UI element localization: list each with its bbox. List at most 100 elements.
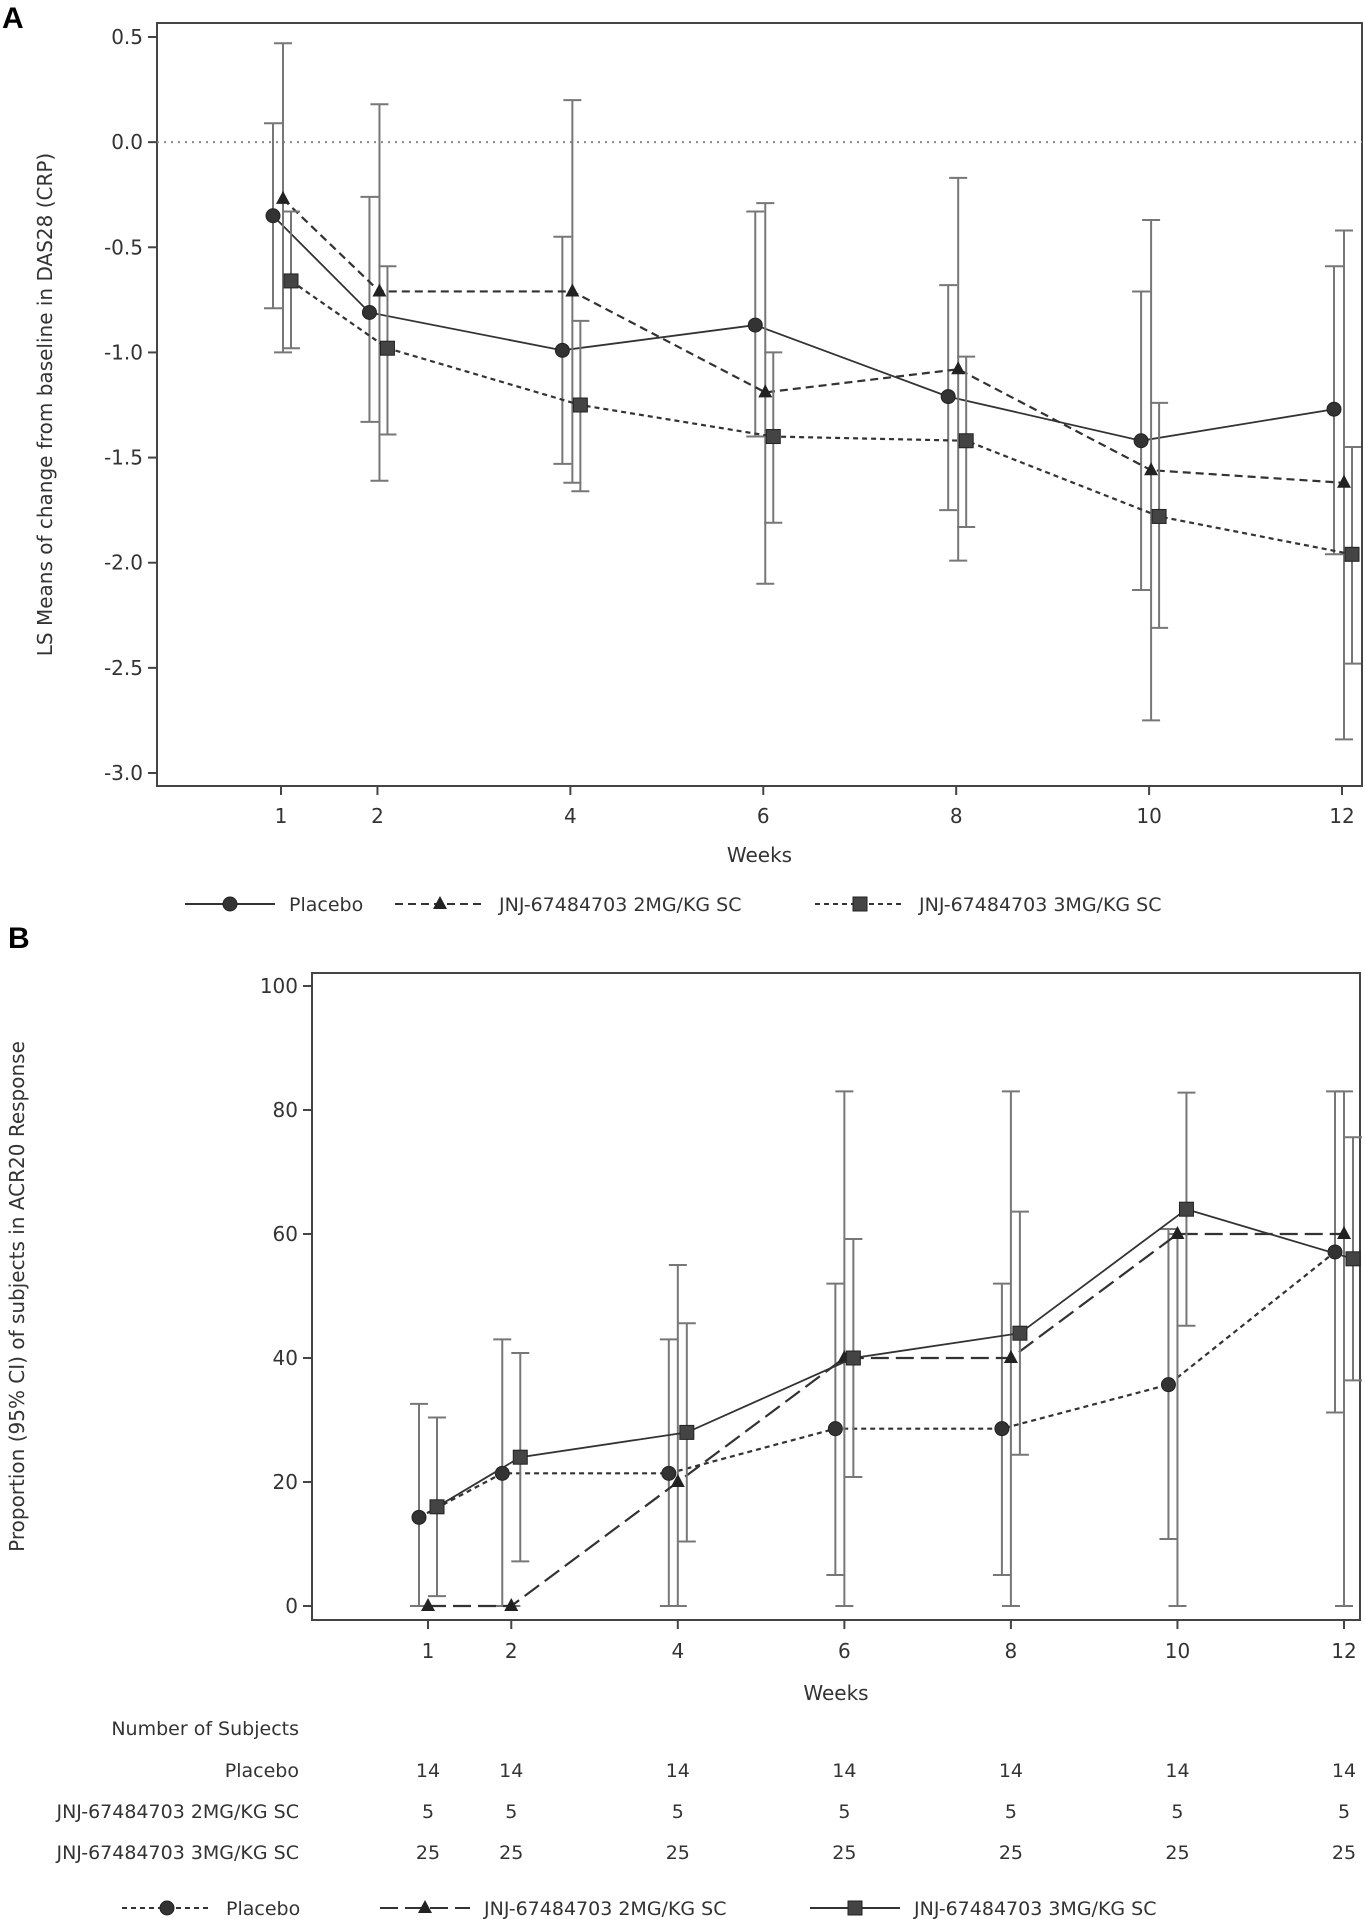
data-point <box>1003 1350 1018 1363</box>
legend: Placebo JNJ-67484703 2MG/KG SC JNJ-6748470… <box>122 1898 1157 1919</box>
data-point <box>265 208 281 224</box>
legend-marker-triangle <box>433 896 447 909</box>
data-point <box>670 1474 685 1487</box>
data-point <box>554 342 570 358</box>
data-point <box>1337 474 1351 488</box>
x-tick-label: 6 <box>838 1639 851 1663</box>
y-tick-label: 40 <box>273 1346 298 1370</box>
table-cell: 25 <box>1332 1842 1356 1864</box>
data-point <box>1345 1251 1361 1267</box>
y-tick-label: -0.5 <box>104 235 143 259</box>
y-tick-label: 20 <box>273 1470 298 1494</box>
subjects-table: Number of Subjects Placebo 14 14 14 14 14 14 14 J… <box>55 1718 1356 1864</box>
data-point <box>372 283 387 297</box>
data-point <box>994 1421 1010 1437</box>
data-point <box>361 304 377 320</box>
data-point <box>276 190 290 204</box>
legend-marker-circle <box>222 896 238 912</box>
table-cell: 14 <box>1165 1760 1189 1782</box>
legend-label: JNJ-67484703 2MG/KG SC <box>483 1898 727 1919</box>
y-tick-label: -1.5 <box>104 446 143 470</box>
series-line <box>418 1251 1336 1519</box>
series-square <box>428 1091 1362 1598</box>
data-point <box>429 1499 445 1515</box>
plot-frame <box>311 972 1361 1621</box>
table-cell: 14 <box>416 1760 440 1782</box>
y-tick-label: 0.5 <box>111 25 143 49</box>
data-point <box>379 340 395 356</box>
data-point <box>1178 1201 1194 1217</box>
data-point <box>1144 462 1159 476</box>
table-cell: 14 <box>499 1760 523 1782</box>
legend-label: Placebo <box>226 1898 300 1919</box>
x-tick-label: 2 <box>371 804 384 828</box>
table-cell: 25 <box>499 1842 523 1864</box>
x-tick-label: 8 <box>950 804 963 828</box>
data-point <box>679 1424 695 1440</box>
legend-marker-circle <box>159 1900 175 1916</box>
table-cell: 25 <box>999 1842 1023 1864</box>
table-cell: 25 <box>832 1842 856 1864</box>
data-point <box>827 1421 843 1437</box>
x-tick-label: 12 <box>1329 804 1354 828</box>
y-tick-label: 60 <box>273 1222 298 1246</box>
table-cell: 5 <box>505 1801 517 1823</box>
table-cell: 5 <box>672 1801 684 1823</box>
table-cell: 25 <box>1165 1842 1189 1864</box>
data-point <box>1160 1377 1176 1393</box>
y-tick-label: 0.0 <box>111 130 143 154</box>
legend-marker-square <box>852 896 868 912</box>
data-point <box>1170 1226 1185 1239</box>
legend-marker-triangle <box>418 1900 432 1913</box>
x-tick-label: 2 <box>505 1639 518 1663</box>
x-tick-label: 10 <box>1165 1639 1190 1663</box>
data-point <box>845 1350 861 1366</box>
x-axis-label: Weeks <box>803 1681 868 1705</box>
table-row-label: JNJ-67484703 3MG/KG SC <box>55 1842 299 1864</box>
table-cell: 14 <box>666 1760 690 1782</box>
x-tick-label: 4 <box>564 804 577 828</box>
data-point <box>283 273 299 289</box>
data-point <box>661 1465 677 1481</box>
data-point <box>565 283 580 297</box>
series-line <box>282 198 1345 484</box>
table-row: JNJ-67484703 3MG/KG SC 25 25 25 25 25 25 25 <box>55 1842 1356 1864</box>
data-point <box>1133 433 1149 449</box>
data-point <box>765 429 781 445</box>
data-point <box>958 433 974 449</box>
panel-b-label: B <box>8 922 30 955</box>
data-point <box>411 1509 427 1525</box>
table-row: Placebo 14 14 14 14 14 14 14 <box>225 1760 1356 1782</box>
y-tick-label: 80 <box>273 1098 298 1122</box>
series-line <box>428 1232 1344 1608</box>
plot-frame <box>156 22 1363 787</box>
x-tick-label: 10 <box>1136 804 1161 828</box>
series-line <box>290 280 1353 556</box>
data-point <box>421 1598 435 1611</box>
x-tick-label: 8 <box>1005 1639 1018 1663</box>
table-cell: 5 <box>1005 1801 1017 1823</box>
x-tick-label: 1 <box>422 1639 435 1663</box>
table-cell: 25 <box>666 1842 690 1864</box>
y-axis-label: LS Means of change from baseline in DAS2… <box>33 153 57 656</box>
data-point <box>747 317 763 333</box>
table-cell: 5 <box>838 1801 850 1823</box>
table-cell: 5 <box>422 1801 434 1823</box>
data-point <box>572 397 588 413</box>
table-row-label: Placebo <box>225 1760 299 1782</box>
table-cell: 14 <box>999 1760 1023 1782</box>
table-row-label: JNJ-67484703 2MG/KG SC <box>55 1801 299 1823</box>
legend: Placebo JNJ-67484703 2MG/KG SC JNJ-6748470… <box>185 894 1162 916</box>
panel-a-label: A <box>2 2 24 35</box>
legend-label: JNJ-67484703 3MG/KG SC <box>913 1898 1157 1919</box>
series-triangle <box>419 1090 1353 1611</box>
data-point <box>1326 401 1342 417</box>
series-circle <box>264 122 1343 592</box>
legend-label: JNJ-67484703 2MG/KG SC <box>498 894 742 916</box>
table-title: Number of Subjects <box>111 1718 299 1740</box>
x-axis-label: Weeks <box>727 843 792 867</box>
series-line <box>272 215 1335 442</box>
x-tick-label: 12 <box>1331 1639 1356 1663</box>
